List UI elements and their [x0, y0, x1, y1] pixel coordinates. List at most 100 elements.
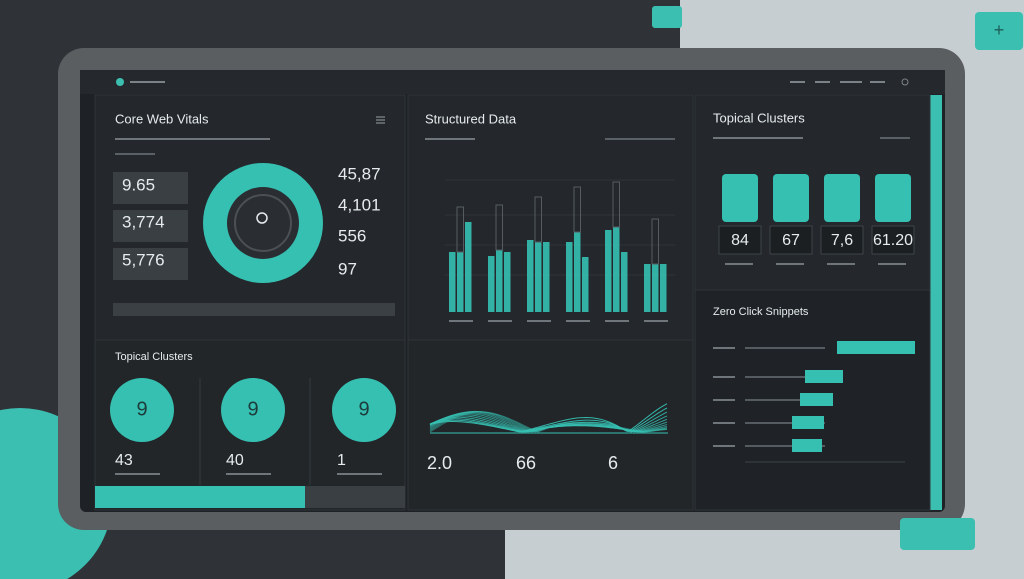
- axis-label: [605, 320, 629, 322]
- cluster-card: [875, 174, 911, 222]
- bar: [504, 252, 511, 312]
- bar: [566, 242, 573, 312]
- bar: [465, 222, 472, 312]
- wave-value: 6: [608, 453, 618, 473]
- bar: [496, 250, 503, 312]
- panel-title: Core Web Vitals: [115, 111, 209, 126]
- cluster-card: [824, 174, 860, 222]
- wave-chart: [429, 403, 668, 434]
- caption-placeholder: [725, 263, 753, 265]
- row-label: [745, 347, 825, 349]
- row-label: [713, 422, 735, 424]
- side-value: 97: [338, 259, 357, 278]
- metric-value: 9.65: [122, 175, 155, 194]
- bar-outline: [651, 218, 659, 265]
- caption-placeholder: [827, 263, 855, 265]
- menu-item[interactable]: [840, 81, 862, 83]
- snippet-bar: [792, 416, 824, 429]
- panel-title: Structured Data: [425, 111, 517, 126]
- pin-icon: [256, 212, 268, 224]
- wave-value: 2.0: [427, 453, 452, 473]
- cluster-count: 43: [115, 452, 133, 469]
- caption-placeholder: [115, 473, 160, 475]
- bar-outline: [495, 204, 503, 251]
- cluster-circle: [221, 378, 285, 442]
- cluster-card: [722, 174, 758, 222]
- bar: [582, 257, 589, 312]
- row-label: [745, 399, 825, 401]
- axis-label: [527, 320, 551, 322]
- value-box: [820, 225, 864, 255]
- settings-icon[interactable]: [901, 78, 909, 86]
- subtitle-placeholder: [713, 137, 803, 139]
- bar: [449, 252, 456, 312]
- row-label: [713, 376, 735, 378]
- footer-bar-rest: [305, 486, 405, 508]
- subtitle-placeholder: [115, 153, 155, 155]
- metric-value: 3,774: [122, 212, 165, 231]
- panel-title: Zero Click Snippets: [713, 306, 809, 318]
- caption-placeholder: [776, 263, 804, 265]
- cluster-circles: 9 43 9 40 9 1: [110, 378, 396, 475]
- side-value: 4,101: [338, 195, 381, 214]
- value-box: [769, 225, 813, 255]
- bar: [660, 264, 667, 312]
- metric-value: 5,776: [122, 250, 165, 269]
- row-label: [713, 399, 735, 401]
- snippet-bar: [792, 439, 822, 452]
- cluster-value: 67: [782, 232, 800, 249]
- axis-label: [566, 320, 590, 322]
- bar: [613, 227, 620, 312]
- subtitle-placeholder: [880, 137, 910, 139]
- bar: [543, 242, 550, 312]
- app-name: [130, 81, 165, 83]
- wave-value: 66: [516, 453, 536, 473]
- bar: [488, 256, 495, 312]
- menu-item[interactable]: [790, 81, 805, 83]
- bar: [621, 252, 628, 312]
- circle-label: 9: [247, 398, 258, 420]
- add-button[interactable]: [975, 12, 1023, 50]
- cluster-value: 84: [731, 232, 749, 249]
- menu-item[interactable]: [815, 81, 830, 83]
- decor-square: [900, 518, 975, 550]
- subtitle-placeholder: [605, 138, 675, 140]
- cluster-value: 7,6: [831, 232, 853, 249]
- cluster-value: 61.20: [873, 232, 913, 249]
- row-label: [745, 445, 825, 447]
- subtitle-placeholder: [115, 138, 270, 140]
- cluster-count: 1: [337, 452, 346, 469]
- menu-icon[interactable]: [376, 116, 385, 124]
- bar: [457, 252, 464, 312]
- value-box: [871, 225, 915, 255]
- metric-box: [113, 172, 188, 204]
- progress-bar: [113, 303, 395, 316]
- wave-line: [429, 411, 668, 433]
- bar-outline: [573, 186, 581, 233]
- bar-outline: [456, 206, 464, 253]
- donut-ring: [234, 194, 292, 252]
- bar: [644, 264, 651, 312]
- caption-placeholder: [878, 263, 906, 265]
- bar-outline: [612, 181, 620, 228]
- bar-outline: [534, 196, 542, 243]
- cluster-cards: 84 67 7,6 61.20: [718, 174, 915, 265]
- axis-label: [488, 320, 512, 322]
- panel-title: Topical Clusters: [713, 110, 805, 125]
- wave-line: [429, 403, 668, 433]
- bar: [535, 242, 542, 312]
- axis-label: [644, 320, 668, 322]
- decor-square: [652, 6, 682, 28]
- snippet-bar: [805, 370, 843, 383]
- circle-label: 9: [358, 398, 369, 420]
- menu-item[interactable]: [870, 81, 885, 83]
- caption-placeholder: [337, 473, 382, 475]
- metric-box: [113, 210, 188, 242]
- side-value: 45,87: [338, 164, 381, 183]
- bar: [574, 232, 581, 312]
- cluster-count: 40: [226, 452, 244, 469]
- side-value: 556: [338, 226, 366, 245]
- snippet-bars: [713, 341, 915, 463]
- caption-placeholder: [226, 473, 271, 475]
- subtitle-placeholder: [425, 138, 475, 140]
